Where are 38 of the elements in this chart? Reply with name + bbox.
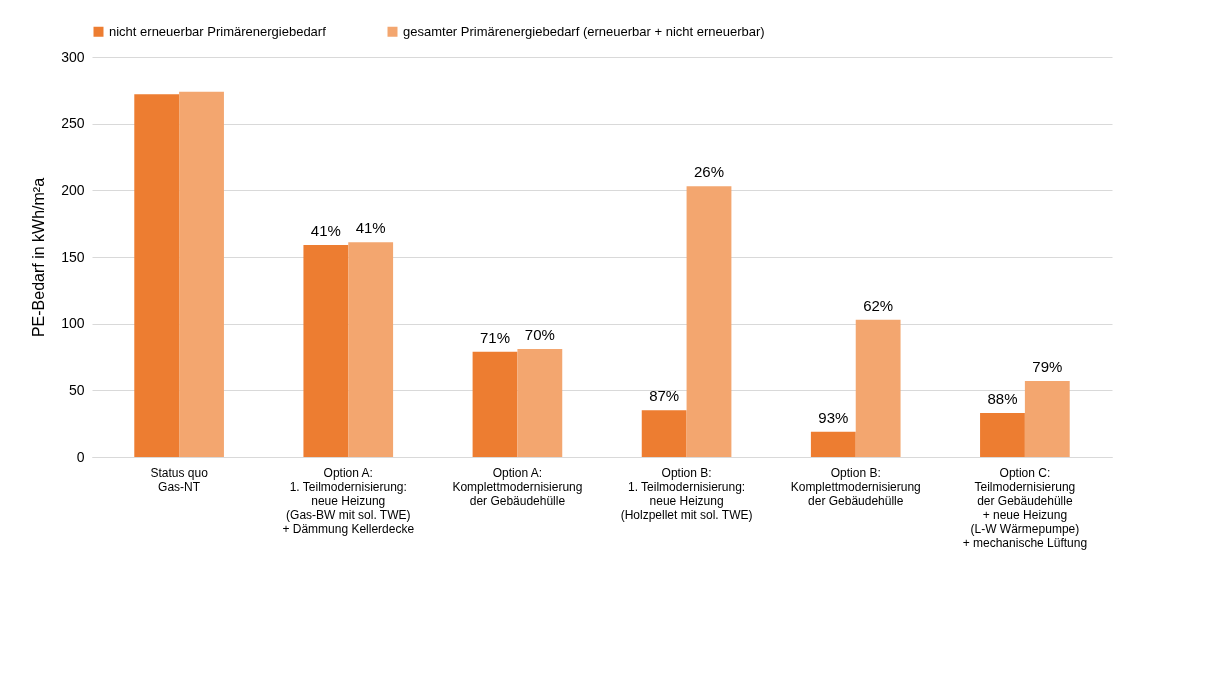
annotation: 88% (987, 390, 1018, 407)
bar (517, 349, 563, 457)
y-tick-label: 100 (61, 315, 85, 332)
annotation: 41% (355, 219, 386, 237)
y-tick-label: 300 (61, 48, 85, 65)
annotation: 71% (479, 328, 511, 346)
annotation: 87% (649, 387, 680, 405)
y-tick-label: 150 (61, 248, 85, 265)
annotation: 26% (693, 163, 725, 181)
x-tick-label: Option A: Komplettmodernisierung der Gebäudehülle (452, 465, 583, 508)
bar (179, 91, 224, 457)
y-tick-label: 250 (61, 115, 85, 132)
x-tick-label: Option C: Teilmodernisierung der Gebäudehülle + neue Heizung (L-W Wärmepumpe) + mechanische Lüftung (962, 465, 1088, 550)
bar (686, 186, 732, 457)
legend-label: gesamter Primärenergiebedarf (erneuerbar + nicht erneuerbar) (403, 23, 765, 39)
bar (348, 242, 394, 457)
y-tick-label: 200 (61, 181, 85, 198)
annotation: 79% (1032, 358, 1063, 375)
annotation: 93% (818, 408, 849, 426)
bar (1024, 381, 1070, 457)
bar (134, 94, 180, 457)
bar (810, 431, 856, 457)
y-tick-label: 0 (76, 448, 85, 465)
y-tick-label: 50 (68, 381, 85, 398)
x-tick-label: Status quo Gas-NT (150, 465, 209, 494)
bar (472, 351, 518, 457)
annotation: 41% (310, 222, 341, 239)
x-tick-label: Option B: Komplettmodernisierung der Gebäudehülle (790, 465, 921, 508)
legend-label: nicht erneuerbar Primärenergiebedarf (109, 23, 327, 39)
bar (855, 319, 901, 457)
bar (980, 413, 1025, 457)
x-tick-label: Option A: 1. Teilmodernisierung: neue Heizung (Gas-BW mit sol. TWE) + Dämmung Kellerdecke (282, 465, 415, 536)
annotation: 62% (863, 296, 894, 314)
annotation: 70% (524, 326, 555, 343)
x-tick-label: Option B: 1. Teilmodernisierung: neue Heizung (Holzpellet mit sol. TWE) (620, 465, 753, 522)
y-axis-title: PE-Bedarf in kWh/m²a (30, 177, 48, 338)
bar (641, 410, 687, 457)
bar (303, 245, 349, 457)
